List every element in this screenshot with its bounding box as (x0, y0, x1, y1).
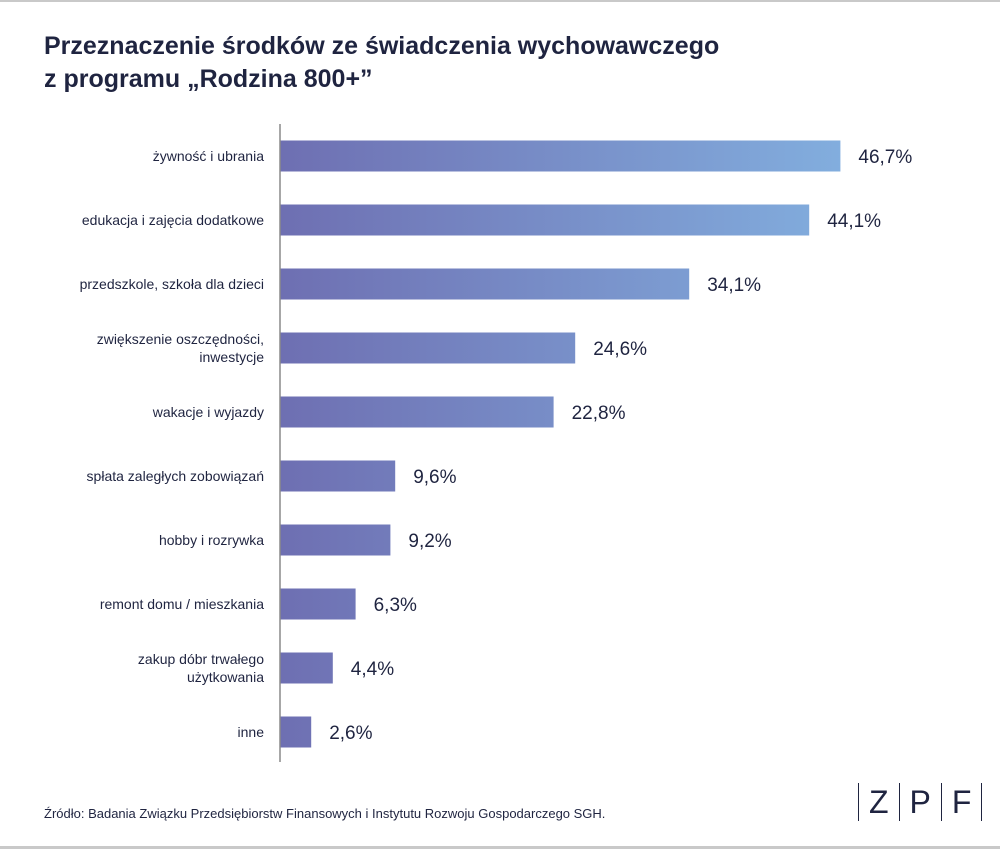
category-label: zwiększenie oszczędności, (97, 331, 264, 347)
source-note: Źródło: Badania Związku Przedsiębiorstw … (44, 806, 606, 821)
value-label: 46,7% (858, 147, 912, 168)
value-label: 44,1% (827, 211, 881, 232)
value-label: 9,6% (413, 467, 456, 488)
bar (280, 588, 356, 620)
top-border (0, 0, 1000, 2)
bar (280, 268, 690, 300)
category-label: remont domu / mieszkania (100, 596, 264, 612)
bar (280, 716, 312, 748)
category-label: edukacja i zajęcia dodatkowe (82, 212, 264, 228)
category-label: zakup dóbr trwałego (138, 651, 264, 667)
value-label: 6,3% (374, 595, 417, 616)
chart-title: Przeznaczenie środków ze świadczenia wyc… (44, 30, 944, 96)
bar (280, 652, 333, 684)
logo-divider (981, 783, 983, 821)
value-label: 24,6% (593, 339, 647, 360)
bar (280, 140, 841, 172)
logo-divider (940, 783, 942, 821)
zpf-logo: Z P F (858, 782, 983, 822)
logo-letter-z: Z (869, 783, 889, 820)
logo-letter-f: F (951, 783, 972, 820)
bar (280, 332, 576, 364)
bar (280, 524, 391, 556)
category-label: wakacje i wyjazdy (152, 404, 264, 420)
logo-letter-p: P (909, 783, 931, 820)
category-label: użytkowania (187, 669, 264, 685)
bar (280, 204, 810, 236)
category-label: inne (238, 724, 265, 740)
chart-title-line-1: Przeznaczenie środków ze świadczenia wyc… (44, 32, 720, 60)
bar (280, 396, 554, 428)
value-label: 4,4% (351, 659, 394, 680)
value-label: 22,8% (572, 403, 626, 424)
category-label: żywność i ubrania (153, 148, 264, 164)
category-label: spłata zaległych zobowiązań (87, 468, 264, 484)
value-label: 34,1% (707, 275, 761, 296)
category-label: inwestycje (199, 349, 264, 365)
category-label: hobby i rozrywka (159, 532, 264, 548)
bottom-border (0, 846, 1000, 849)
value-label: 9,2% (408, 531, 451, 552)
bar (280, 460, 396, 492)
value-label: 2,6% (329, 723, 372, 744)
chart-title-line-2: z programu „Rodzina 800+” (44, 65, 373, 93)
logo-divider (898, 783, 900, 821)
category-label: przedszkole, szkoła dla dzieci (80, 276, 264, 292)
logo-divider (858, 783, 859, 821)
